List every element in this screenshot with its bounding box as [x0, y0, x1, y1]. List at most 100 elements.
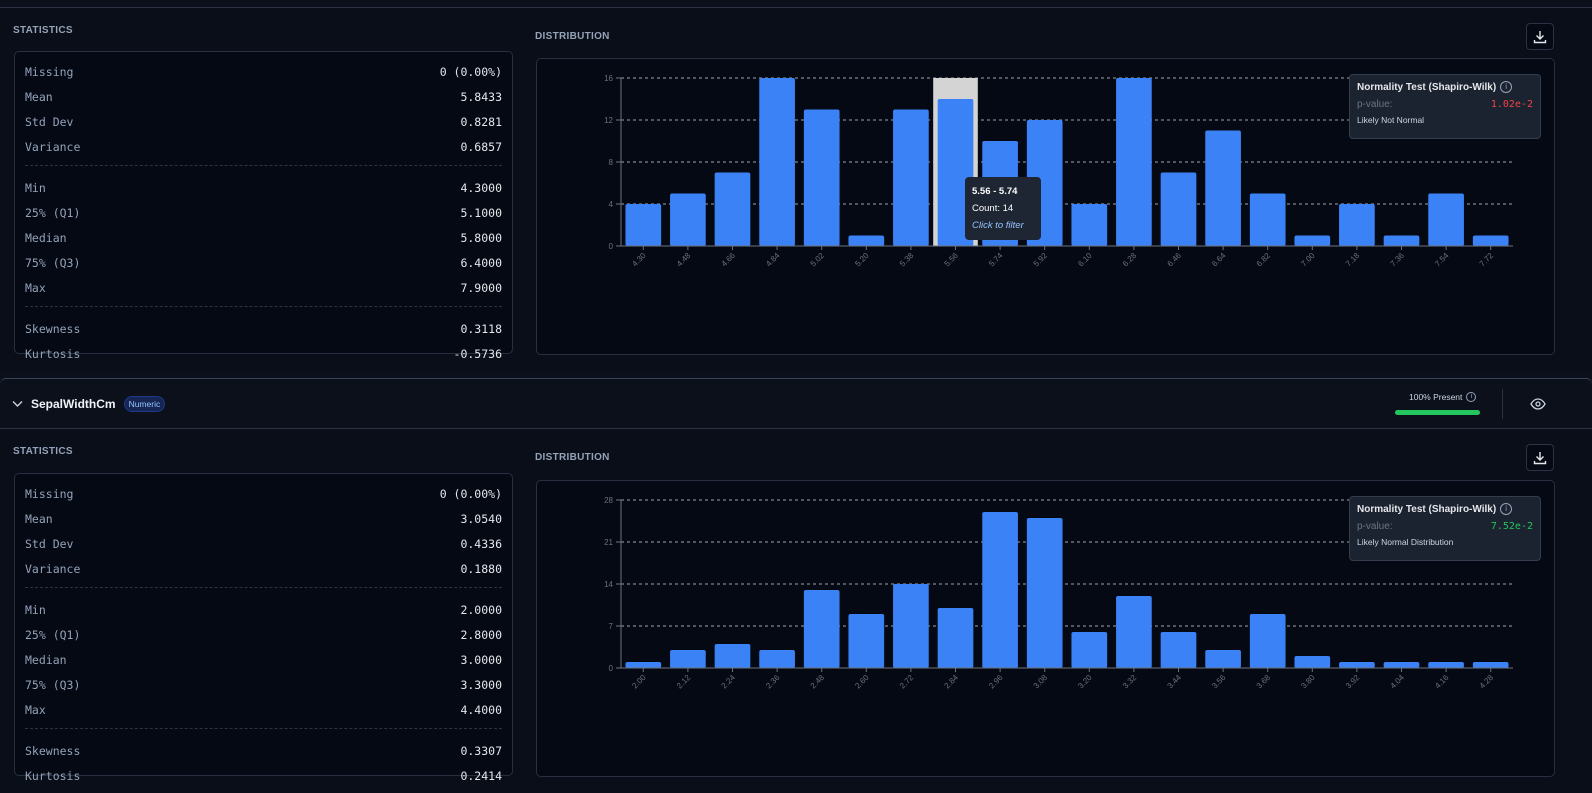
histogram-bar[interactable]: [625, 204, 662, 246]
x-tick-label: 7.36: [1389, 251, 1407, 269]
histogram-bar[interactable]: [1160, 632, 1197, 668]
histogram-bar[interactable]: [848, 614, 885, 668]
stat-label: 25% (Q1): [25, 206, 81, 220]
stat-value: 2.0000: [460, 603, 502, 617]
histogram-bar[interactable]: [759, 78, 795, 246]
histogram-bar[interactable]: [1249, 614, 1286, 668]
x-tick-label: 6.46: [1166, 251, 1184, 269]
column-header-sepalwidthcm[interactable]: SepalWidthCm Numeric 100% Present i: [0, 378, 1592, 429]
x-tick-label: 3.68: [1255, 673, 1273, 691]
stat-label: Missing: [25, 487, 74, 501]
histogram-bar[interactable]: [714, 644, 751, 668]
histogram-bar[interactable]: [893, 584, 929, 668]
stat-value: 0.6857: [460, 140, 502, 154]
download-button[interactable]: [1526, 444, 1554, 471]
histogram-bar[interactable]: [1472, 662, 1509, 668]
histogram-bar[interactable]: [803, 109, 840, 247]
download-button[interactable]: [1526, 23, 1554, 50]
histogram-bar[interactable]: [1383, 662, 1420, 668]
info-icon[interactable]: i: [1500, 81, 1513, 93]
stat-label: Std Dev: [25, 115, 74, 129]
histogram-bar[interactable]: [893, 109, 929, 247]
histogram-bar[interactable]: [1116, 596, 1152, 668]
present-bar: [1395, 410, 1480, 415]
stat-value: 4.4000: [460, 703, 502, 717]
normality-conclusion: Likely Not Normal: [1357, 115, 1425, 125]
type-badge: Numeric: [123, 395, 166, 412]
histogram-bar[interactable]: [1294, 235, 1331, 247]
stat-row: Missing 0 (0.00%): [25, 62, 502, 82]
histogram-bar[interactable]: [1160, 172, 1197, 247]
stat-row: Variance 0.6857: [25, 137, 502, 157]
stat-label: Max: [25, 703, 46, 717]
chevron-down-icon[interactable]: [12, 400, 23, 408]
histogram-bar[interactable]: [1205, 130, 1241, 247]
histogram-bar[interactable]: [1071, 204, 1108, 246]
histogram-bar[interactable]: [1205, 650, 1241, 668]
histogram-bar[interactable]: [1071, 632, 1108, 668]
y-tick-label: 16: [604, 74, 613, 83]
stat-label: Std Dev: [25, 537, 74, 551]
x-tick-label: 4.66: [720, 251, 738, 269]
x-tick-label: 7.00: [1299, 251, 1317, 269]
distribution-heading: DISTRIBUTION: [535, 452, 610, 463]
x-tick-label: 5.92: [1032, 251, 1050, 269]
histogram-bar[interactable]: [625, 662, 662, 668]
x-tick-label: 2.84: [943, 673, 961, 691]
x-tick-label: 5.20: [853, 251, 871, 269]
x-tick-label: 7.18: [1344, 251, 1362, 269]
stat-row: Std Dev 0.8281: [25, 112, 502, 132]
x-tick-label: 6.64: [1210, 251, 1228, 269]
stat-row: Variance 0.1880: [25, 559, 502, 579]
p-value-label: p-value:: [1357, 521, 1393, 532]
histogram-bar[interactable]: [982, 512, 1018, 668]
histogram-bar[interactable]: [1339, 662, 1375, 668]
stat-row: Skewness 0.3118: [25, 319, 502, 339]
histogram-bar[interactable]: [759, 650, 795, 668]
histogram-bar[interactable]: [1116, 78, 1152, 246]
histogram-bar[interactable]: [1249, 193, 1286, 247]
x-tick-label: 4.16: [1433, 673, 1451, 691]
histogram-bar[interactable]: [670, 650, 706, 668]
histogram-bar[interactable]: [670, 193, 706, 247]
histogram-bar[interactable]: [848, 235, 885, 247]
stat-label: 75% (Q3): [25, 678, 81, 692]
histogram-bar[interactable]: [1428, 662, 1464, 668]
tooltip-count: Count: 14: [972, 203, 1014, 214]
histogram-bar[interactable]: [1339, 204, 1375, 246]
stat-label: Kurtosis: [25, 769, 81, 783]
distribution-chart[interactable]: 0 4 8 12 16 4.30 4.48 4.66 4.84 5.02 5.20 5.38 5.56 5…: [536, 58, 1555, 355]
distribution-heading: DISTRIBUTION: [535, 31, 610, 42]
histogram-bar[interactable]: [1383, 235, 1420, 247]
stat-row: Min 2.0000: [25, 600, 502, 620]
tooltip-hint: Click to filter: [972, 220, 1024, 231]
histogram-bar[interactable]: [1472, 235, 1509, 247]
histogram-bar[interactable]: [937, 608, 974, 668]
stat-label: 75% (Q3): [25, 256, 81, 270]
stat-row: Kurtosis -0.5736: [25, 344, 502, 364]
eye-icon[interactable]: [1530, 398, 1546, 410]
histogram-bar[interactable]: [803, 590, 840, 668]
histogram-bar[interactable]: [1026, 518, 1063, 668]
stat-value: 0.3118: [460, 322, 502, 336]
x-tick-label: 2.36: [764, 673, 782, 691]
stat-row: 25% (Q1) 5.1000: [25, 203, 502, 223]
present-bar-fill: [1395, 410, 1480, 415]
normality-conclusion: Likely Normal Distribution: [1357, 537, 1454, 547]
statistics-panel: Missing 0 (0.00%) Mean 3.0540 Std Dev 0.4336 V…: [14, 473, 513, 783]
histogram-bar[interactable]: [714, 172, 751, 247]
x-tick-label: 2.00: [630, 673, 648, 691]
histogram-bar[interactable]: [1428, 193, 1464, 247]
stat-value: 5.8000: [460, 231, 502, 245]
histogram-bar[interactable]: [1294, 656, 1331, 668]
info-icon[interactable]: i: [1466, 392, 1477, 402]
column-name: SepalWidthCm: [31, 396, 116, 411]
histogram-bar[interactable]: [937, 99, 974, 246]
info-icon[interactable]: i: [1500, 503, 1513, 515]
stat-value: 3.0000: [460, 653, 502, 667]
distribution-chart[interactable]: 0 7 14 21 28 2.00 2.12 2.24 2.36 2.48 2.60 2.72 2.84…: [536, 480, 1555, 777]
stat-value: 0 (0.00%): [439, 65, 502, 79]
column-section-1: STATISTICS Missing 0 (0.00%) Mean 5.8433 Std…: [0, 9, 1592, 371]
normality-test-panel: Normality Test (Shapiro-Wilk) i p-value:…: [1349, 74, 1541, 139]
x-tick-label: 7.72: [1478, 251, 1496, 269]
